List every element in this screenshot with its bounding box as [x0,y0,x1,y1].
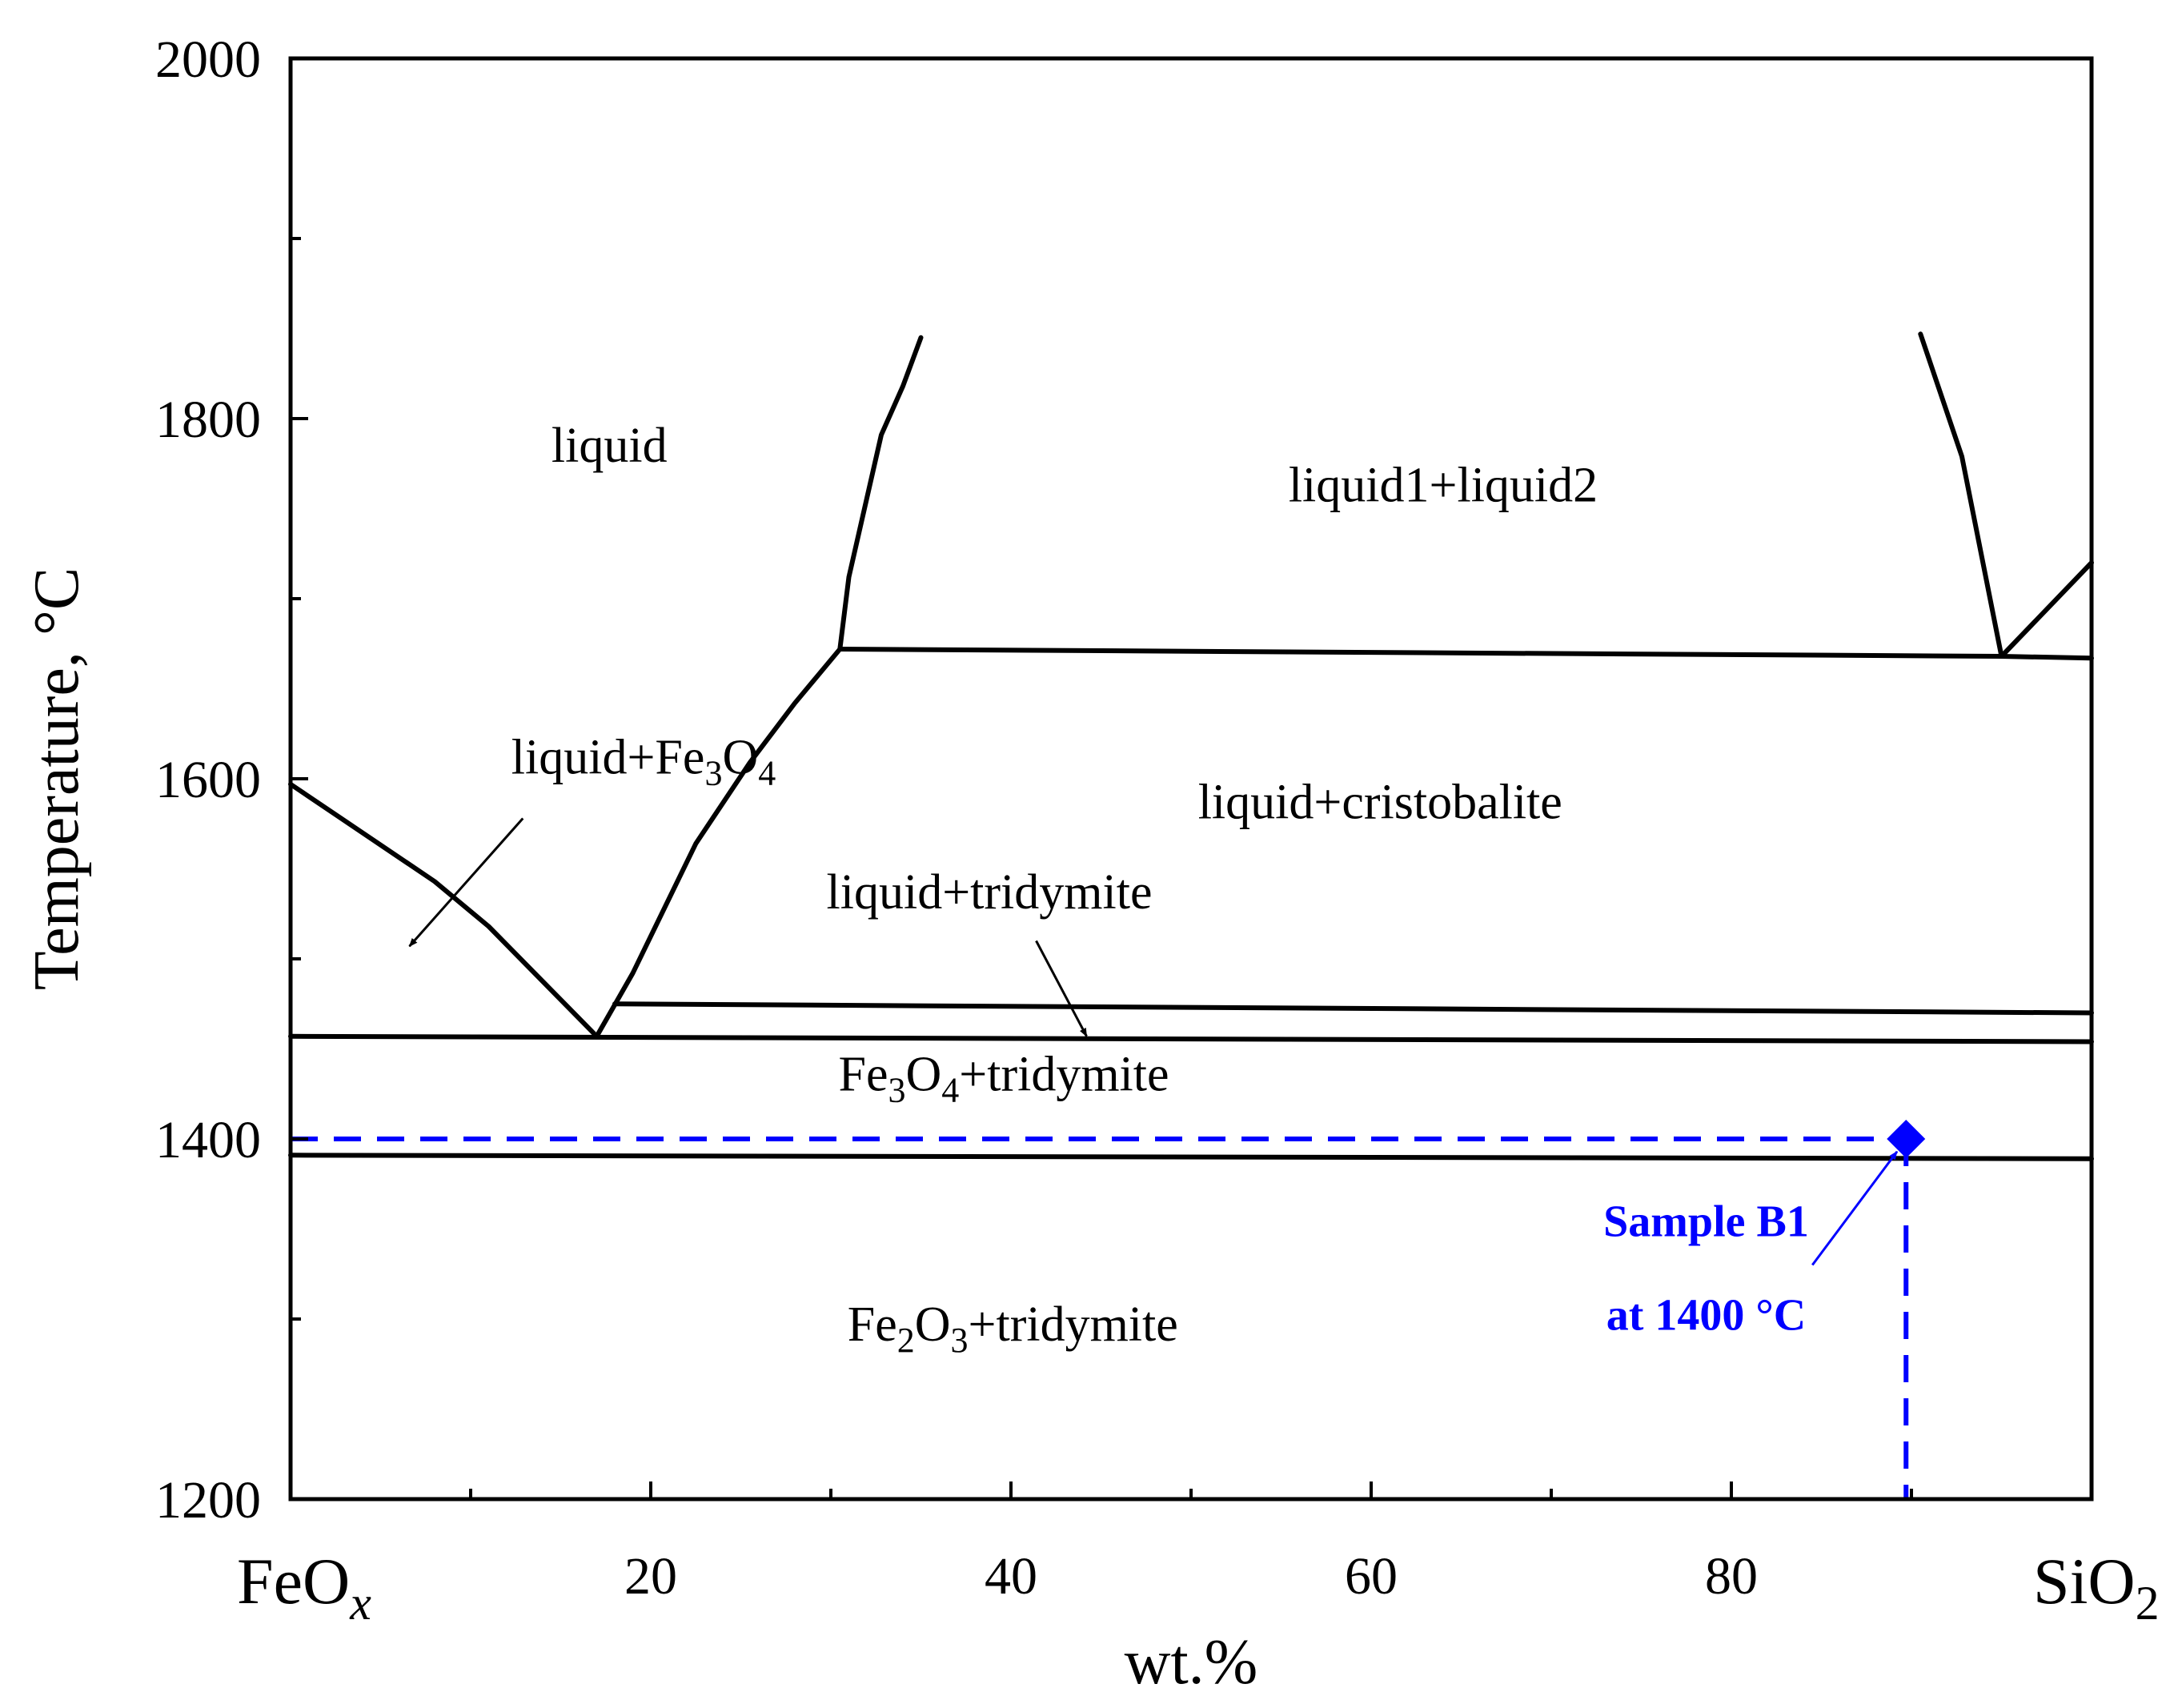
annotation-arrow [1035,940,1088,1037]
phase-region-label: liquid+tridymite [827,865,1153,920]
phase-region-label: liquid1+liquid2 [1289,459,1598,513]
sample-point-marker [1887,1120,1926,1158]
y-tick-label: 1200 [155,1471,261,1530]
phase-region-label: Fe2O3+tridymite [848,1297,1178,1360]
phase-region-label: liquid+Fe3O4 [511,730,776,792]
phase-region-labels: liquid liquid1+liquid2 liquid+cristobalite… [511,419,1598,1360]
phase-region-label: liquid [552,419,668,473]
y-tick-label: 1400 [155,1111,261,1169]
x-tick-label: 40 [985,1547,1037,1606]
axis-tick-labels: 20 40 60 80 1200 1400 1600 1800 2000 [155,30,1758,1606]
annotation-arrows [408,817,1088,1037]
phase-boundary-7 [612,1001,2094,1016]
annotation-arrow [408,817,524,948]
phase-region-label: liquid+cristobalite [1198,776,1562,830]
x-axis-title: wt.% [1125,1627,1258,1698]
phase-boundary-5 [1918,331,2004,659]
phase-boundary-8 [288,1033,2094,1044]
phase-boundaries [288,331,2094,1161]
x-axis-left-end-label: FeOx [237,1545,371,1630]
phase-boundary-1 [288,781,600,1039]
x-tick-label: 80 [1705,1547,1758,1606]
phase-boundary-3 [837,335,924,652]
sample-label-line2: at 1400 °C [1606,1291,1806,1341]
sample-guide-lines [291,1137,1909,1499]
y-tick-label: 1800 [155,391,261,449]
x-tick-label: 60 [1345,1547,1398,1606]
phase-boundary-2 [594,647,843,1039]
sample-annotation: Sample B1 at 1400 °C [1603,1120,1926,1341]
phase-boundary-4 [837,647,2094,661]
sample-label-line1: Sample B1 [1603,1197,1809,1247]
y-tick-label: 1600 [155,751,261,809]
phase-region-label: Fe3O4+tridymite [838,1047,1169,1109]
y-tick-label: 2000 [155,30,261,89]
axis-ticks [291,57,1913,1499]
sample-arrow [1811,1150,1899,1266]
phase-boundary-6 [1999,560,2094,659]
x-axis-right-end-label: SiO2 [2033,1545,2160,1630]
x-tick-label: 20 [624,1547,677,1606]
phase-boundary-9 [288,1153,2094,1161]
y-axis-title: Temperature, °C [22,567,92,990]
